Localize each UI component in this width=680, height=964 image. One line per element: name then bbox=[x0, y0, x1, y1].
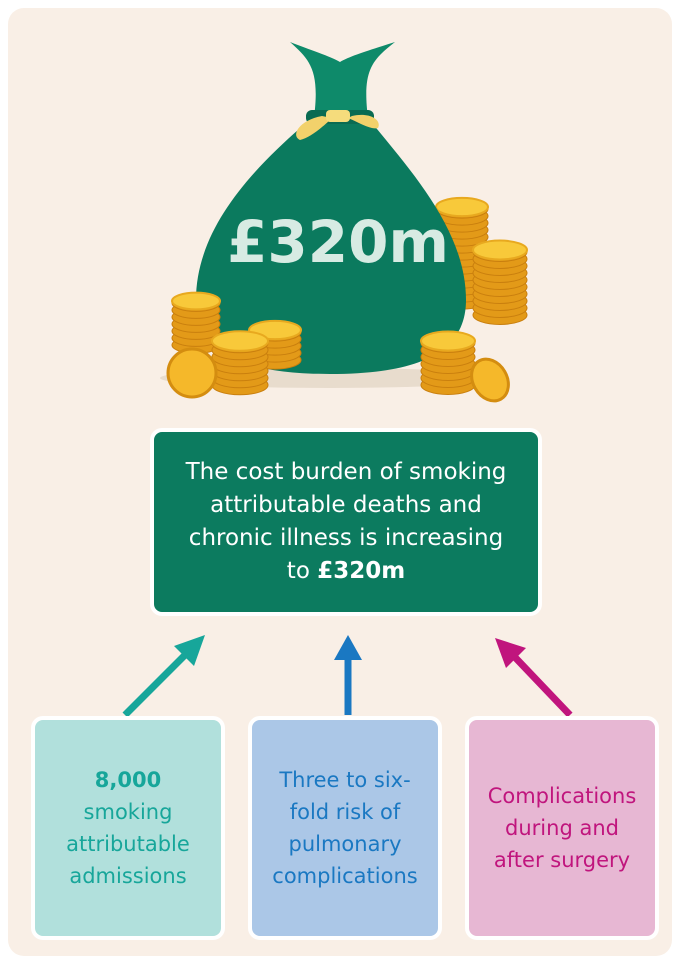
arrow bbox=[122, 647, 193, 718]
box-bold: 8,000 bbox=[94, 768, 162, 792]
coin-top bbox=[435, 196, 489, 218]
main-text: The cost burden of smoking attributable … bbox=[185, 459, 507, 584]
coin-top bbox=[211, 330, 269, 352]
coin-standing bbox=[470, 357, 510, 403]
bag bbox=[196, 118, 466, 374]
arrow-head bbox=[174, 635, 205, 666]
bag-top bbox=[290, 42, 395, 118]
coin-standing bbox=[166, 347, 218, 399]
bag-knot bbox=[326, 110, 350, 122]
coin-top bbox=[420, 330, 476, 352]
bag-label: £320m bbox=[227, 208, 449, 276]
box: Complications during and after surgery bbox=[465, 716, 659, 940]
main-box: The cost burden of smoking attributable … bbox=[150, 428, 542, 616]
arrow bbox=[507, 649, 573, 718]
box: Three to six-fold risk of pulmonary comp… bbox=[248, 716, 442, 940]
arrow-head bbox=[334, 635, 362, 660]
box-text: Complications during and after surgery bbox=[487, 784, 637, 872]
box-text: Three to six-fold risk of pulmonary comp… bbox=[272, 768, 418, 888]
arrow-head bbox=[495, 638, 526, 668]
bag-string bbox=[296, 114, 379, 140]
coin-top bbox=[171, 291, 221, 311]
coin-top bbox=[472, 239, 528, 261]
box: 8,000 smoking attributable admissions bbox=[31, 716, 225, 940]
main-bold: £320m bbox=[317, 558, 406, 584]
box-text: smoking attributable admissions bbox=[66, 800, 190, 888]
